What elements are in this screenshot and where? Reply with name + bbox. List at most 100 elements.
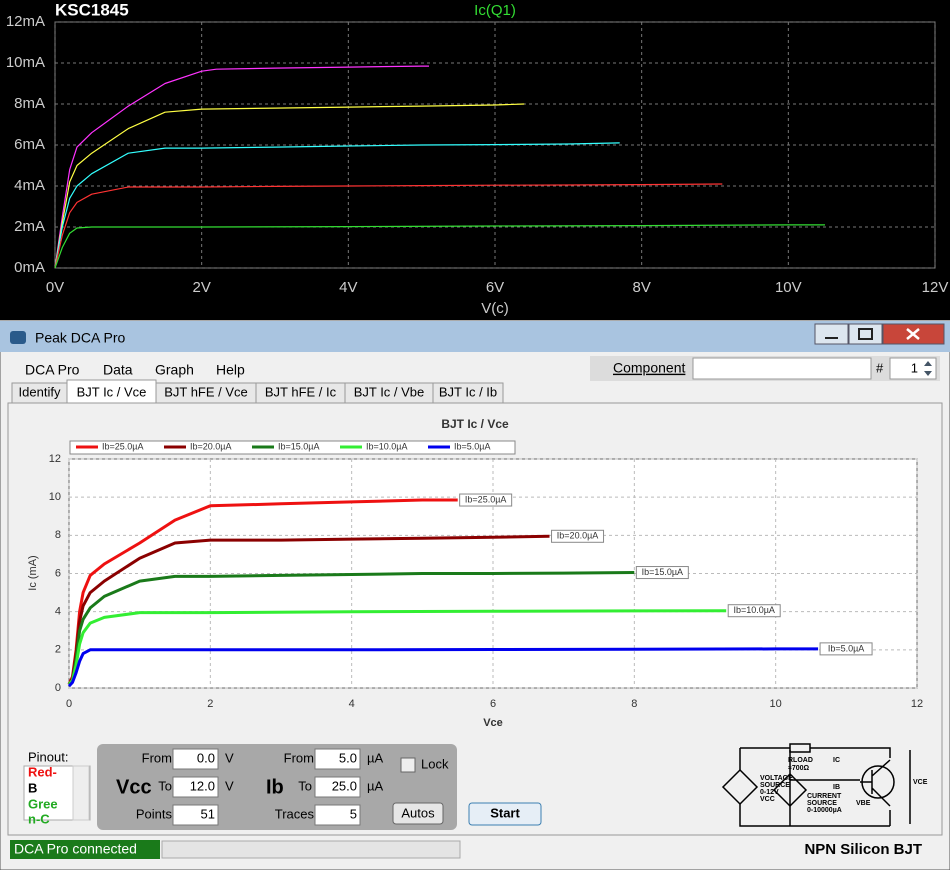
circuit-label: VBE [856, 800, 871, 807]
y-tick-label: 12 [49, 453, 61, 465]
x-tick-label: 12 [911, 698, 923, 710]
lock-checkbox[interactable] [400, 757, 416, 773]
tab-label: BJT hFE / Ic [265, 384, 337, 399]
y-axis-label: Ic (mA) [27, 555, 39, 590]
legend-label: Ib=15.0µA [278, 441, 319, 451]
input-field[interactable] [314, 776, 361, 798]
end-label: Ib=5.0µA [828, 643, 864, 653]
field-value: 5 [350, 806, 357, 821]
menu-item[interactable]: Data [103, 362, 133, 378]
progress-bar [161, 840, 461, 859]
y-tick-label: 8 [55, 529, 61, 541]
end-label: Ib=20.0µA [557, 531, 598, 541]
circuit-diagram [721, 743, 911, 827]
end-label-box [727, 604, 781, 618]
field-label: Traces [275, 806, 315, 821]
voltage-source [721, 768, 759, 806]
legend-label: Ib=10.0µA [366, 441, 407, 451]
trace-label: Ic(Q1) [474, 2, 516, 19]
title-bar [0, 321, 950, 352]
hash-label: # [876, 360, 884, 375]
menu-item[interactable]: Graph [155, 362, 194, 378]
pinout-label: Pinout: [28, 749, 68, 764]
minimize-button[interactable] [814, 323, 849, 345]
unit: µA [367, 778, 383, 793]
input-field[interactable] [172, 776, 219, 798]
x-tick-label: 0 [66, 698, 72, 710]
field-value: 12.0 [190, 778, 215, 793]
y-tick-label: 10mA [6, 54, 45, 71]
field-value: 0.0 [197, 750, 215, 765]
circuit-label: SOURCE [760, 782, 790, 789]
series-line [54, 103, 525, 269]
circuit-label: VCE [913, 779, 928, 786]
component-link[interactable]: Component [613, 360, 685, 376]
circuit-label: IB [833, 784, 840, 791]
series-line [67, 571, 635, 686]
input-field[interactable] [172, 804, 219, 826]
chart-title: BJT Ic / Vce [441, 417, 509, 431]
input-field[interactable] [314, 804, 361, 826]
end-label-box [819, 642, 873, 656]
scrollbar[interactable] [72, 765, 90, 821]
series-line [67, 647, 819, 688]
start-button[interactable] [468, 802, 542, 826]
y-tick-label: 0mA [14, 259, 45, 276]
x-tick-label: 10 [770, 698, 782, 710]
unit: V [225, 778, 234, 793]
field-label: From [142, 750, 172, 765]
field-label: Points [136, 806, 173, 821]
x-tick-label: 4V [339, 279, 357, 296]
field-value: 51 [201, 806, 215, 821]
field-label: To [158, 778, 172, 793]
circuit-label: CURRENT [807, 793, 842, 800]
x-tick-label: 10V [775, 279, 802, 296]
series-line [54, 224, 825, 269]
pin-text: Red- [28, 764, 57, 779]
wires [739, 747, 891, 827]
field-value: 25.0 [332, 778, 357, 793]
x-tick-label: 6V [486, 279, 504, 296]
x-tick-label: 8 [631, 698, 637, 710]
app-icon [10, 331, 26, 344]
y-tick-label: 4 [55, 606, 61, 618]
lock-label: Lock [421, 756, 449, 771]
end-label-box [551, 529, 605, 543]
y-tick-label: 6mA [14, 136, 45, 153]
count-spinner[interactable] [889, 357, 937, 380]
x-tick-label: 6 [490, 698, 496, 710]
circuit-label: 0-10000µA [807, 807, 842, 814]
x-tick-label: 2V [192, 279, 210, 296]
count-value: 1 [911, 360, 918, 375]
circuit-label: SOURCE [807, 800, 837, 807]
current-source [772, 772, 808, 808]
legend [69, 440, 516, 455]
x-tick-label: 0V [46, 279, 64, 296]
tab-label: BJT Ic / Vce [77, 384, 147, 399]
component-input[interactable] [692, 357, 872, 380]
unit: µA [367, 750, 383, 765]
x-axis-label: V(c) [481, 300, 509, 317]
series-line [54, 142, 620, 269]
maximize-button[interactable] [848, 323, 883, 345]
autos-button[interactable] [392, 802, 444, 825]
status-text: DCA Pro connected [14, 841, 137, 857]
menu-item[interactable]: DCA Pro [25, 362, 80, 378]
series-line [54, 183, 723, 269]
y-tick-label: 2 [55, 644, 61, 656]
legend-label: Ib=5.0µA [454, 441, 490, 451]
end-label-box [459, 493, 513, 507]
x-axis-label: Vce [483, 717, 503, 729]
input-field[interactable] [314, 748, 361, 770]
legend-label: Ib=20.0µA [190, 441, 231, 451]
circuit-label: VOLTAGE [760, 775, 793, 782]
close-icon [906, 328, 920, 340]
y-tick-label: 8mA [14, 95, 45, 112]
pin-text: B [28, 780, 37, 795]
input-field[interactable] [172, 748, 219, 770]
pin-text: n-C [28, 811, 50, 826]
spinner-arrows[interactable] [924, 361, 932, 376]
menu-item[interactable]: Help [216, 362, 245, 378]
y-tick-label: 0 [55, 682, 61, 694]
